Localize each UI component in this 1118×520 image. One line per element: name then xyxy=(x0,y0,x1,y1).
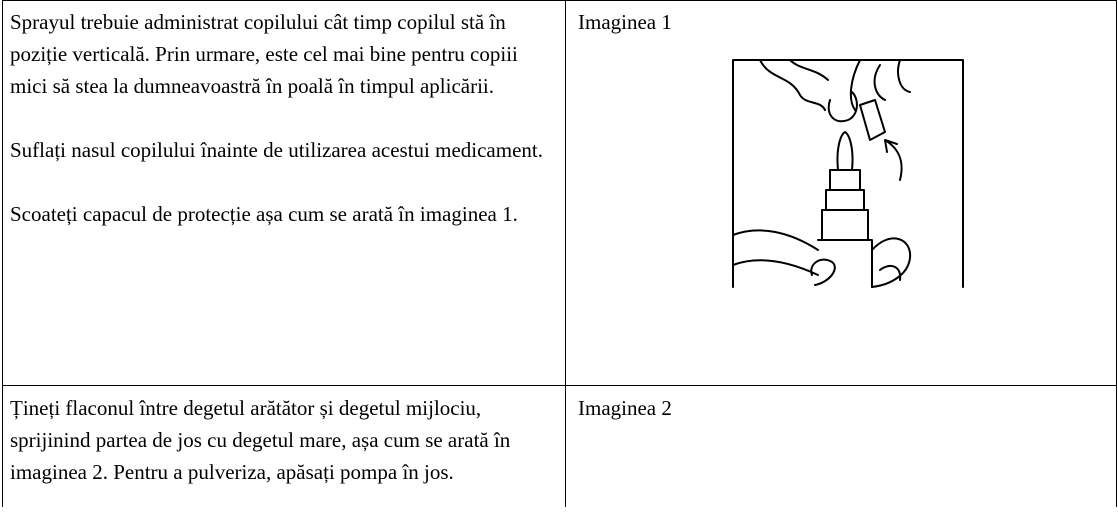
instruction-text: Țineți flaconul între degetul arătător ș… xyxy=(10,396,511,484)
arrow xyxy=(884,139,903,181)
row-divider xyxy=(2,385,1117,386)
hand-top xyxy=(759,59,911,141)
illustration-frame xyxy=(732,59,964,288)
caption-cell: Imaginea 1 xyxy=(578,6,1108,70)
caption-cell: Imaginea 2 xyxy=(578,392,1108,456)
instruction-text: Scoateți capacul de protecție așa cum se… xyxy=(10,202,518,226)
table-border-left xyxy=(2,0,3,507)
instruction-cell: Sprayul trebuie administrat copilului câ… xyxy=(10,6,555,262)
document-page: Sprayul trebuie administrat copilului câ… xyxy=(0,0,1118,507)
table-border-right xyxy=(1116,0,1117,507)
table-border-middle xyxy=(565,0,566,507)
hand-bottom xyxy=(732,229,912,288)
instruction-cell: Țineți flaconul între degetul arătător ș… xyxy=(10,392,555,520)
table-border-top xyxy=(2,0,1117,1)
image-caption: Imaginea 1 xyxy=(578,10,672,34)
image-caption: Imaginea 2 xyxy=(578,396,672,420)
spray-bottle xyxy=(817,131,873,288)
instruction-text: Sprayul trebuie administrat copilului câ… xyxy=(10,10,518,98)
instruction-text: Suflați nasul copilului înainte de utili… xyxy=(10,138,543,162)
illustration xyxy=(732,59,964,288)
